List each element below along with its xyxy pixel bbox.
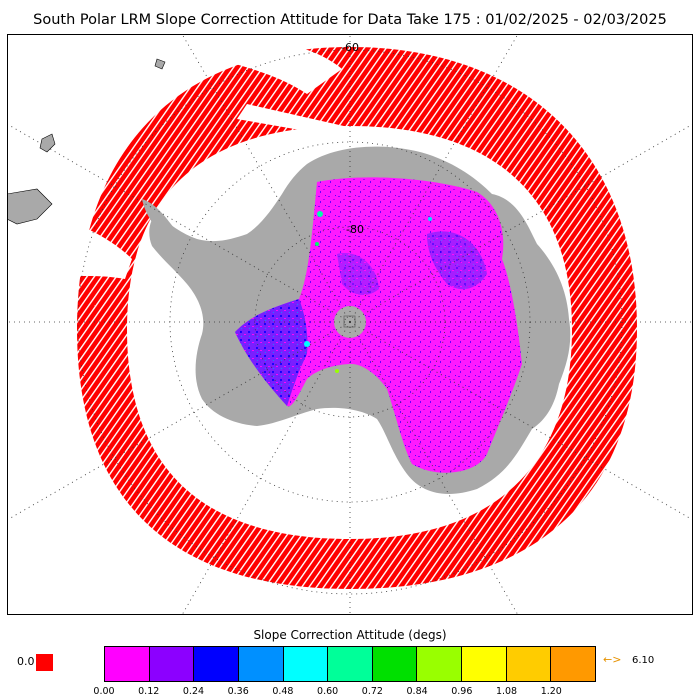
colorbar-swatch — [328, 647, 373, 681]
colorbar-tick-label: 0.36 — [227, 686, 249, 697]
colorbar-swatch — [194, 647, 239, 681]
colorbar-tick-label: 0.12 — [138, 686, 160, 697]
colorbar-swatch — [105, 647, 150, 681]
colorbar-tick-label: 0.60 — [317, 686, 339, 697]
lat-label-60: -60 — [341, 41, 359, 54]
zero-label: 0.0 — [17, 655, 35, 668]
colorbar-tick-label: 0.96 — [451, 686, 473, 697]
colorbar-swatch — [283, 647, 329, 681]
colorbar-tick-label: 1.20 — [540, 686, 562, 697]
polar-map[interactable]: -60 -80 — [7, 34, 693, 615]
colorbar-swatch — [372, 647, 418, 681]
colorbar-swatch — [551, 647, 596, 681]
colorbar-swatch — [462, 647, 507, 681]
lat-label-80: -80 — [346, 223, 364, 236]
map-title: South Polar LRM Slope Correction Attitud… — [33, 12, 667, 28]
colorbar-swatch — [506, 647, 552, 681]
colorbar — [104, 646, 596, 682]
colorbar-swatch — [149, 647, 195, 681]
zero-swatch — [36, 654, 53, 671]
colorbar-tick-label: 0.84 — [406, 686, 428, 697]
colorbar-tick-label: 0.72 — [361, 686, 383, 697]
over-range-value: 6.10 — [632, 655, 655, 666]
colorbar-swatch — [238, 647, 284, 681]
colorbar-title: Slope Correction Attitude (degs) — [253, 628, 447, 642]
colorbar-tick-label: 0.48 — [272, 686, 294, 697]
over-range-arrow-icon: ←> — [603, 653, 622, 666]
colorbar-tick-label: 0.24 — [182, 686, 205, 697]
colorbar-tick-label: 1.08 — [495, 686, 518, 697]
colorbar-swatch — [417, 647, 463, 681]
colorbar-ticks: 0.00 0.12 0.24 0.36 0.48 0.60 0.72 0.84 0.96 1.08… — [93, 686, 596, 698]
colorbar-tick-label: 0.00 — [93, 686, 115, 697]
